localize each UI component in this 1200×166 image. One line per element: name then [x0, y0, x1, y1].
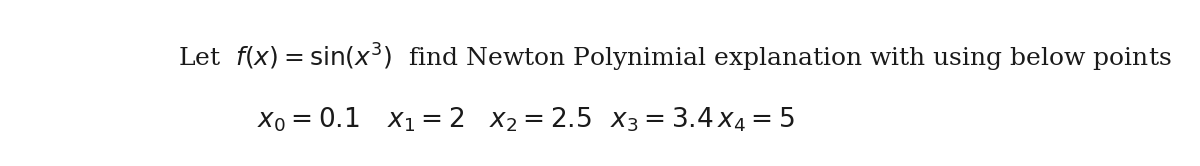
- Text: Let  $f(x) = \sin(x^3)$  find Newton Polynimial explanation with using below poi: Let $f(x) = \sin(x^3)$ find Newton Polyn…: [178, 42, 1171, 74]
- Text: $x_1 = 2$: $x_1 = 2$: [388, 105, 464, 134]
- Text: $x_2 = 2.5$: $x_2 = 2.5$: [490, 105, 593, 134]
- Text: $x_3 = 3.4$: $x_3 = 3.4$: [611, 105, 714, 134]
- Text: $x_4 = 5$: $x_4 = 5$: [718, 105, 794, 134]
- Text: $x_0 = 0.1$: $x_0 = 0.1$: [257, 105, 360, 134]
